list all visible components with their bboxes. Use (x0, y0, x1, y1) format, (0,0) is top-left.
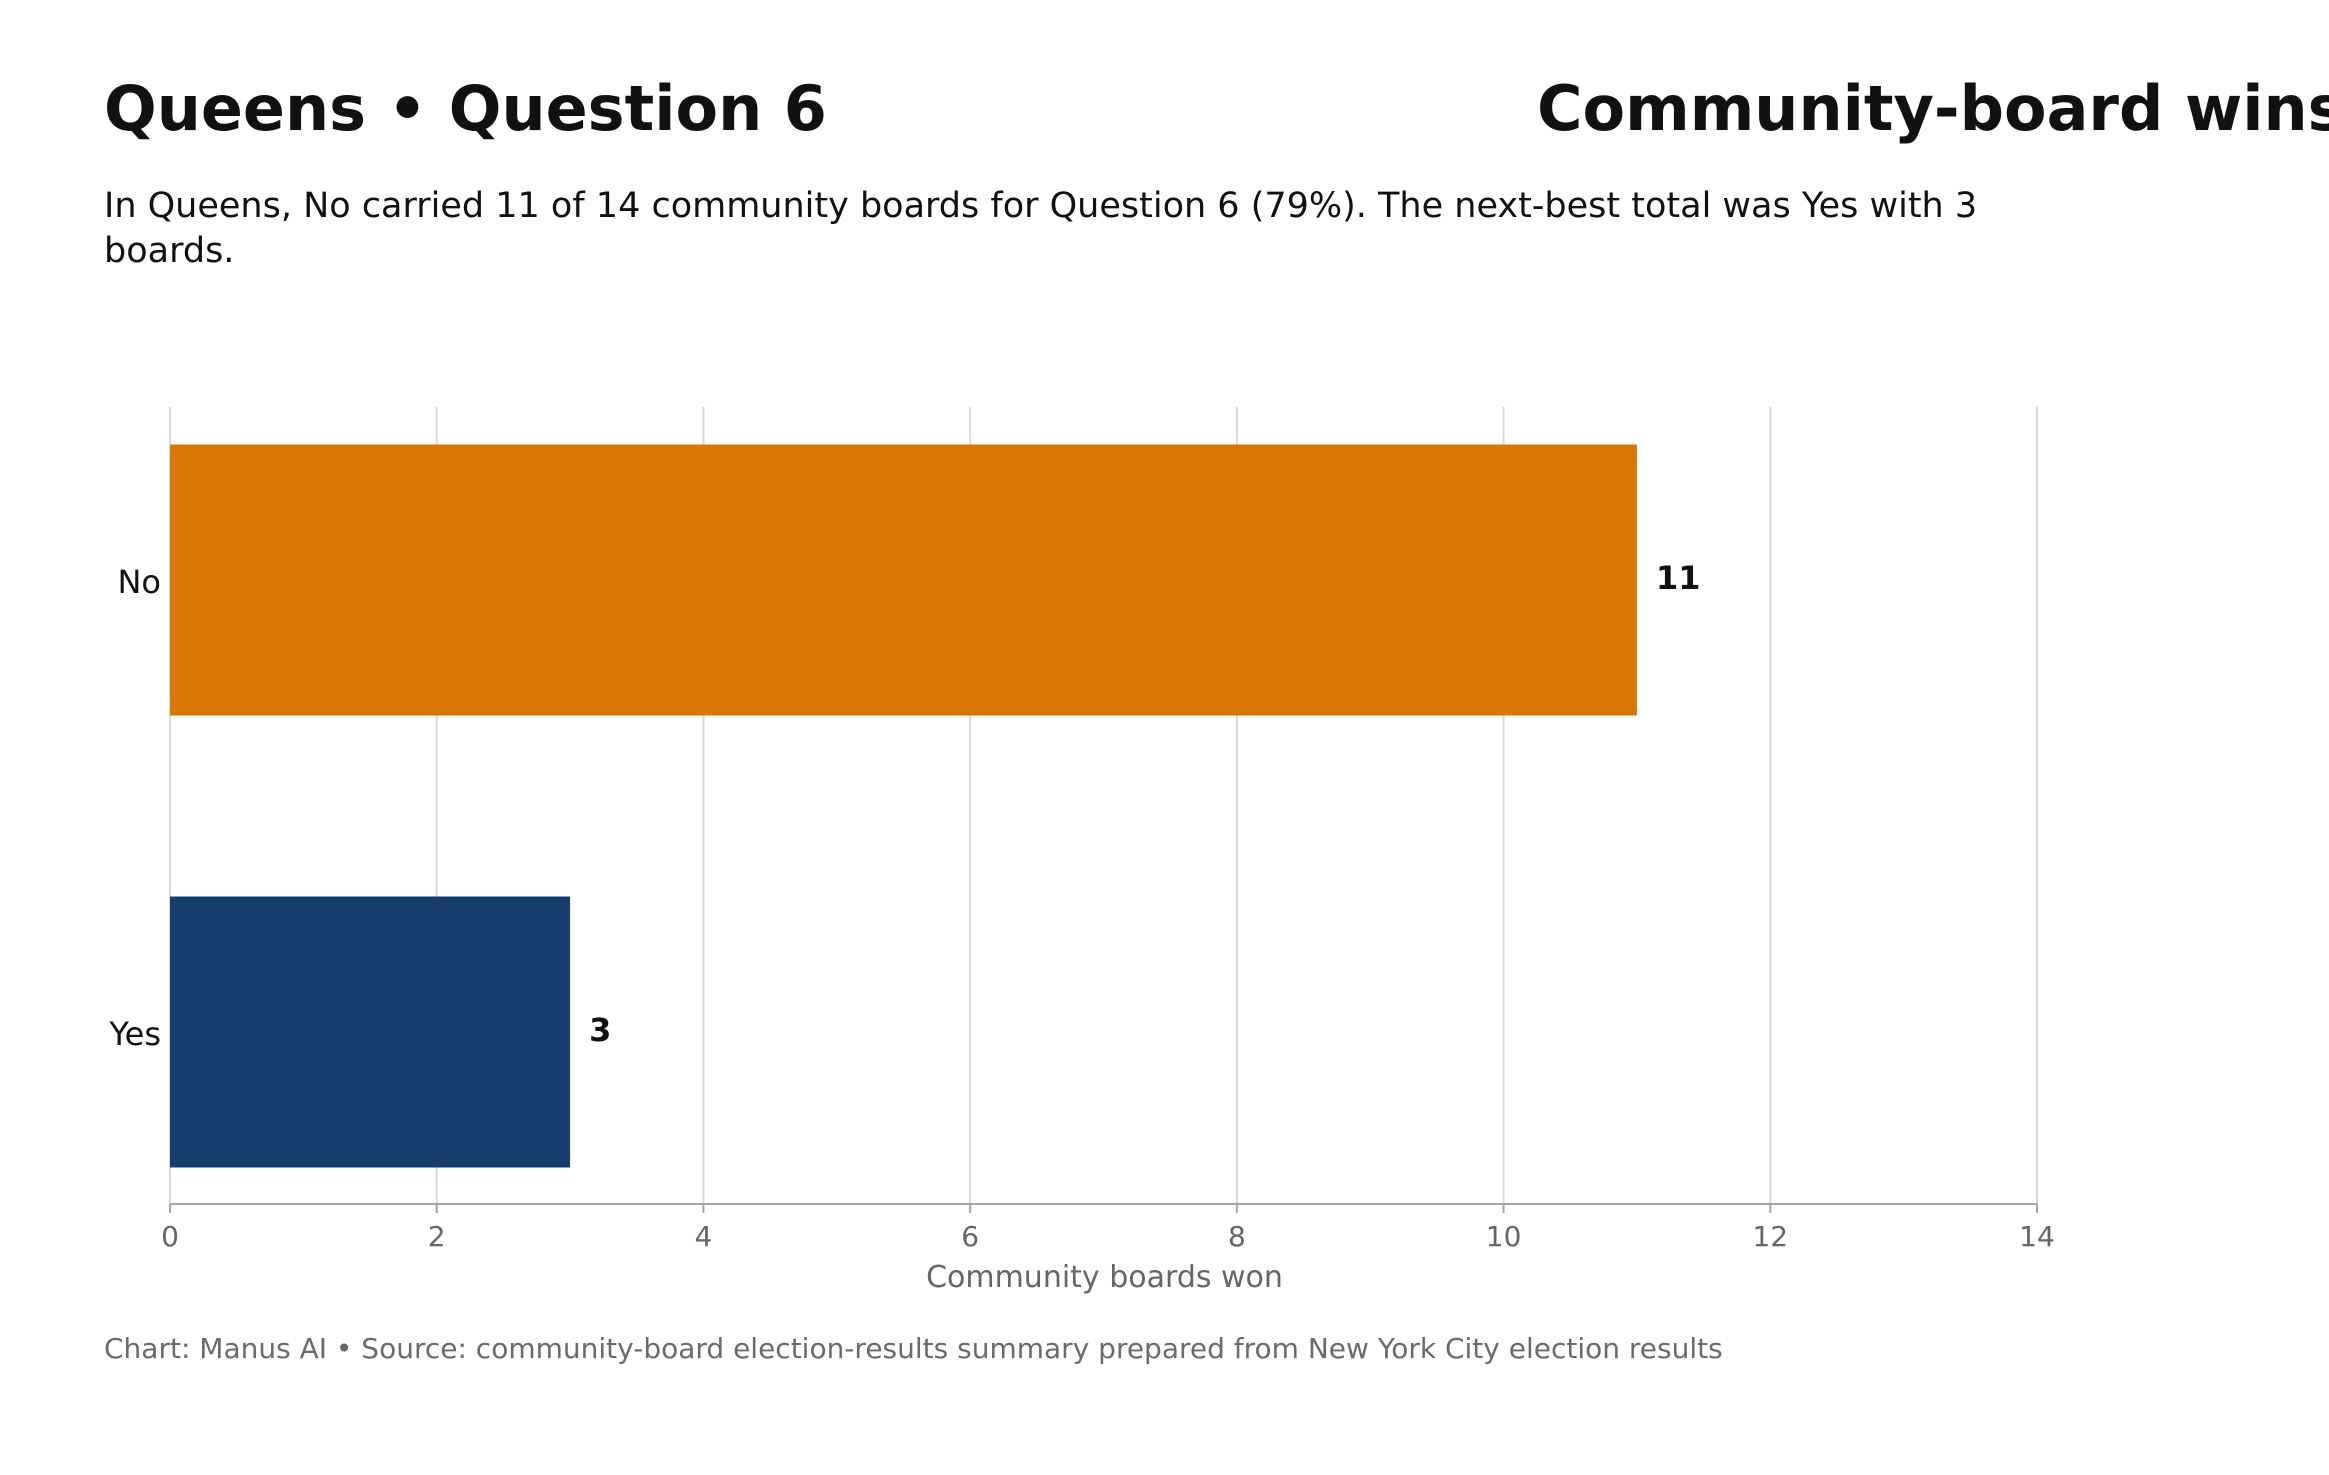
x-tick-label-14: 14 (2019, 1220, 2055, 1253)
source-caption: Chart: Manus AI • Source: community-boar… (104, 1332, 1723, 1365)
x-tick-label-2: 2 (428, 1220, 446, 1253)
category-label-no: No (117, 563, 161, 601)
chart-title-right: Community-board wins (1537, 72, 2329, 145)
bars (170, 444, 1637, 1168)
x-tick-label-12: 12 (1752, 1220, 1788, 1253)
bar-yes (170, 896, 571, 1168)
x-axis-title: Community boards won (926, 1260, 1283, 1295)
x-tick-label-8: 8 (1228, 1220, 1246, 1253)
x-tick-label-6: 6 (961, 1220, 979, 1253)
chart-title: Queens • Question 6 (104, 72, 827, 145)
x-tick-label-10: 10 (1486, 1220, 1522, 1253)
bar-no (170, 444, 1637, 716)
x-tick-label-0: 0 (161, 1220, 179, 1253)
category-label-yes: Yes (108, 1015, 161, 1053)
labels: 11 No 3 Yes (108, 559, 1700, 1053)
value-label-yes: 3 (589, 1011, 611, 1049)
x-tick-label-4: 4 (695, 1220, 713, 1253)
x-axis: 0 2 4 6 8 10 12 14 Community boards won (161, 1203, 2055, 1295)
value-label-no: 11 (1656, 559, 1701, 597)
chart-subtitle: In Queens, No carried 11 of 14 community… (104, 186, 1978, 271)
